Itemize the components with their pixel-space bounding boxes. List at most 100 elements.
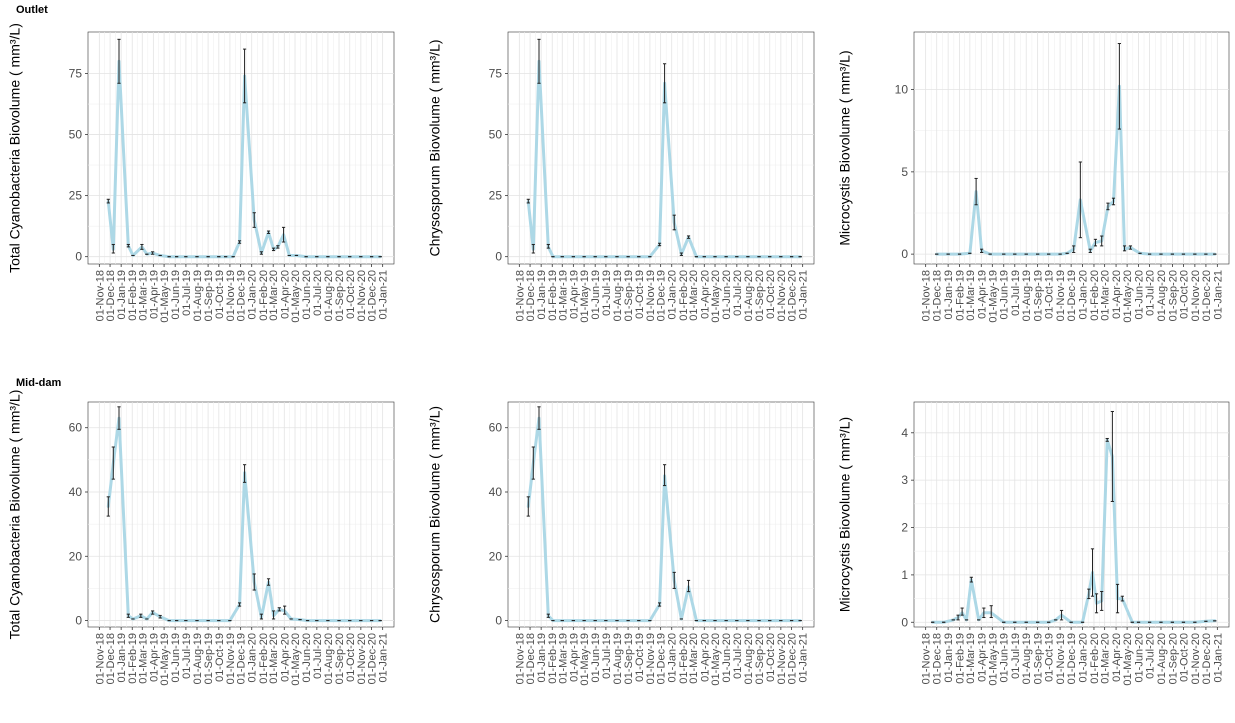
error-bar [140, 243, 144, 250]
x-tick-label: 01-Apr-19 [148, 270, 160, 319]
x-tick-label: 01-Jan-20 [1078, 270, 1090, 320]
error-bar [1088, 248, 1092, 253]
x-tick-label: 01-Nov-18 [921, 270, 933, 321]
x-tick-label: 01-Mar-19 [965, 270, 977, 321]
error-bar [139, 613, 143, 618]
y-tick-label: 25 [489, 189, 503, 203]
x-tick-label: 01-Aug-20 [743, 270, 755, 321]
x-tick-label: 01-Oct-20 [1178, 633, 1190, 682]
x-tick-label: 01-Mar-19 [557, 633, 569, 684]
x-tick-label: 01-Mar-19 [137, 270, 149, 321]
y-tick-label: 75 [69, 67, 83, 81]
x-tick-label: 01-Feb-20 [258, 633, 270, 684]
x-tick-label: 01-Dec-18 [105, 633, 117, 684]
x-tick-label: 01-May-20 [290, 633, 302, 686]
x-tick-label: 01-Nov-20 [356, 633, 368, 684]
x-tick-label: 01-Dec-19 [236, 633, 248, 684]
error-bar [126, 613, 130, 618]
error-bar [1128, 245, 1133, 250]
x-tick-label: 01-Sep-20 [334, 270, 346, 321]
y-tick-label: 0 [495, 614, 502, 628]
x-tick-label: 01-Apr-19 [976, 633, 988, 682]
error-bar [151, 251, 155, 255]
error-bar [271, 610, 276, 620]
x-tick-label: 01-Nov-18 [921, 633, 933, 684]
x-tick-label: 01-Mar-20 [688, 633, 700, 684]
error-bar [1072, 245, 1076, 253]
error-bar [1100, 590, 1104, 611]
x-tick-label: 01-Oct-20 [345, 633, 357, 682]
y-axis-label: Microcystis Biovolume ( mm³/L) [837, 50, 853, 245]
x-tick-label: 01-Apr-20 [279, 633, 291, 682]
x-tick-label: 01-Aug-19 [1021, 633, 1033, 684]
series-line [106, 416, 382, 623]
x-tick-label: 01-Nov-19 [645, 270, 657, 321]
error-bar [252, 212, 256, 228]
x-tick-label: 01-Jun-19 [170, 633, 182, 683]
x-tick-label: 01-Jan-19 [943, 633, 955, 683]
x-tick-label: 01-Mar-19 [965, 633, 977, 684]
error-bar [1078, 161, 1082, 239]
x-tick-label: 01-Mar-19 [557, 270, 569, 321]
x-tick-label: 01-Apr-19 [568, 270, 580, 319]
x-tick-label: 01-Aug-19 [612, 270, 624, 321]
x-tick-label: 01-Nov-18 [94, 633, 106, 684]
x-tick-label: 01-Jul-19 [601, 270, 613, 316]
x-tick-label: 01-Jan-19 [536, 270, 548, 320]
x-tick-label: 01-Oct-19 [214, 633, 226, 682]
x-tick-label: 01-Feb-19 [547, 633, 559, 684]
x-tick-label: 01-Dec-20 [367, 270, 379, 321]
x-tick-label: 01-Jun-19 [170, 270, 182, 320]
error-bar [1117, 43, 1121, 130]
x-tick-label: 01-May-20 [1122, 270, 1134, 323]
error-bar [266, 578, 271, 586]
y-tick-label: 0 [901, 615, 908, 629]
x-tick-label: 01-Jan-21 [798, 633, 810, 683]
y-tick-label: 20 [69, 549, 83, 563]
x-tick-label: 01-Dec-18 [525, 270, 537, 321]
y-tick-label: 5 [901, 165, 908, 179]
y-tick-label: 75 [489, 67, 503, 81]
error-bar [1122, 245, 1127, 252]
x-tick-label: 01-Oct-20 [345, 270, 357, 319]
x-tick-label: 01-Jan-20 [1078, 633, 1090, 683]
x-tick-label: 01-Sep-19 [203, 633, 215, 684]
error-bar [1094, 593, 1099, 614]
x-tick-label: 01-Sep-20 [1167, 633, 1179, 684]
x-tick-label: 01-Nov-20 [776, 270, 788, 321]
x-tick-label: 01-Jul-19 [181, 633, 193, 679]
x-tick-label: 01-Mar-20 [1100, 633, 1112, 684]
error-bar [277, 607, 281, 612]
x-tick-label: 01-Jun-20 [721, 633, 733, 683]
x-tick-label: 01-Sep-19 [623, 270, 635, 321]
x-tick-label: 01-Aug-20 [323, 270, 335, 321]
x-tick-label: 01-Oct-19 [634, 633, 646, 682]
error-bar [686, 235, 691, 239]
x-tick-label: 01-Dec-18 [932, 633, 944, 684]
error-bar [672, 571, 676, 589]
y-tick-label: 10 [895, 83, 909, 97]
section-title-mid-dam: Mid-dam [16, 377, 62, 389]
x-tick-label: 01-Jun-20 [301, 270, 313, 320]
error-bar [1120, 595, 1124, 602]
x-tick-label: 01-Nov-18 [514, 270, 526, 321]
x-tick-label: 01-Oct-19 [634, 270, 646, 319]
y-tick-label: 60 [69, 421, 83, 435]
x-tick-label: 01-Nov-18 [514, 633, 526, 684]
x-tick-label: 01-Jun-20 [301, 633, 313, 683]
error-bar [657, 602, 662, 607]
x-tick-label: 01-Dec-20 [1201, 270, 1213, 321]
x-tick-label: 01-Aug-19 [1021, 270, 1033, 321]
x-tick-label: 01-Sep-20 [754, 270, 766, 321]
y-axis-label: Chrysosporum Biovolume ( mm³/L) [427, 406, 443, 623]
x-tick-label: 01-Feb-20 [1089, 270, 1101, 321]
error-bar [989, 605, 993, 619]
error-bar [546, 613, 550, 618]
x-tick-label: 01-Apr-20 [1111, 270, 1123, 319]
error-bar [117, 38, 121, 84]
x-tick-label: 01-Jan-21 [798, 270, 810, 320]
error-bar [106, 198, 110, 204]
y-tick-label: 20 [489, 549, 503, 563]
y-tick-label: 0 [901, 247, 908, 261]
